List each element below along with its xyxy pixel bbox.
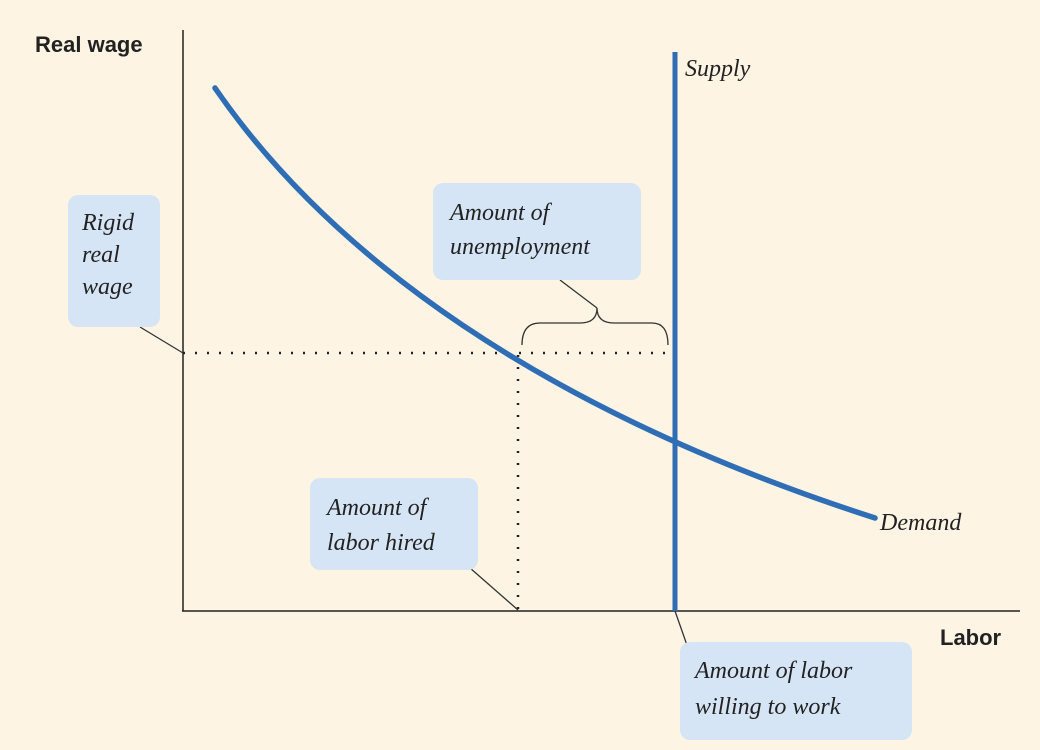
callout-box [68, 195, 160, 327]
leader-line [559, 279, 598, 309]
callout-text: unemployment [450, 234, 591, 260]
leader-line [469, 567, 519, 611]
y-axis-label: Real wage [35, 32, 143, 57]
callout-text: Amount of labor [693, 658, 853, 684]
callout-text: labor hired [327, 530, 436, 556]
demand-label: Demand [879, 510, 962, 536]
callout-text: Amount of [448, 200, 553, 226]
callout-text: willing to work [695, 694, 841, 720]
x-axis-label: Labor [940, 625, 1002, 650]
callout-text: Rigid [81, 210, 135, 236]
callout-box [310, 478, 478, 570]
callout-box [433, 183, 641, 280]
supply-label: Supply [685, 56, 751, 82]
callout-text: real [82, 242, 120, 268]
demand-curve [212, 85, 878, 521]
callout-text: Amount of [325, 495, 430, 521]
leader-line [674, 610, 689, 649]
callout-text: wage [82, 274, 133, 300]
callout-box [680, 642, 912, 740]
leader-line [139, 326, 184, 354]
